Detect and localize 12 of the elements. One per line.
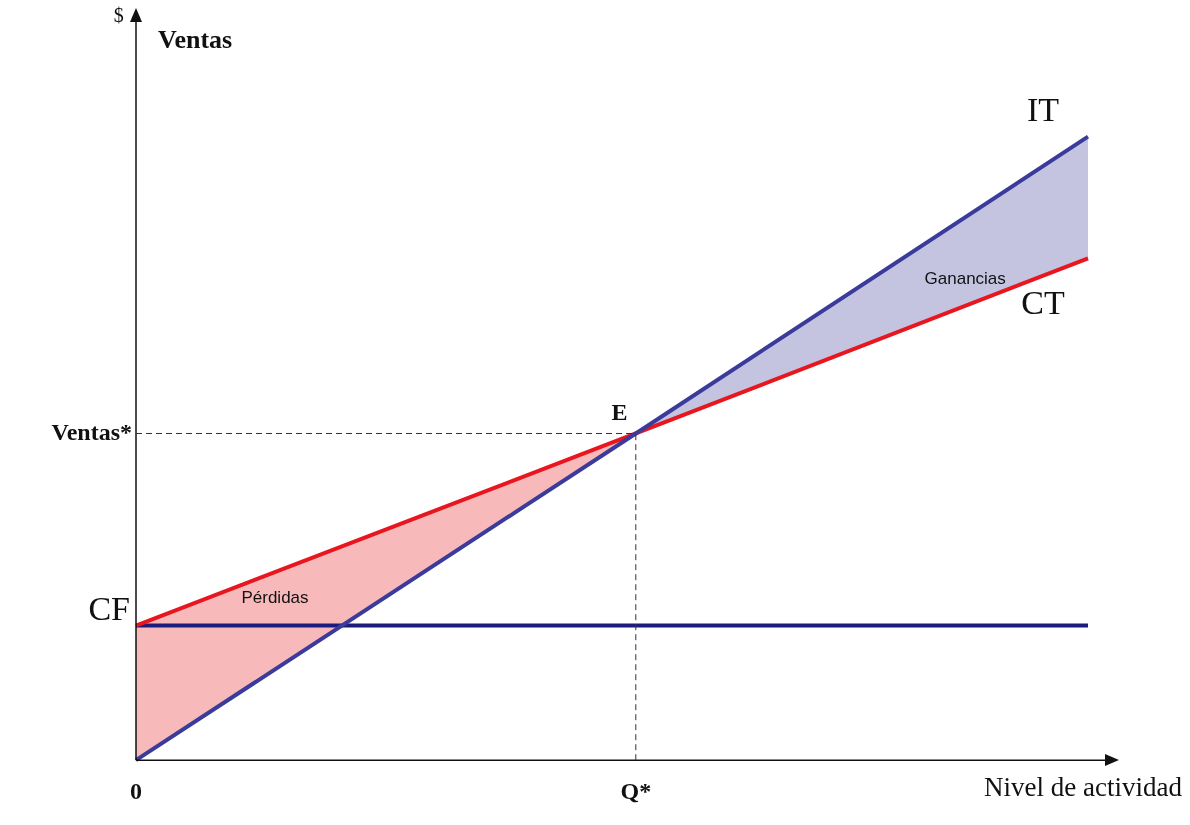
x-tick-label: Q* — [620, 777, 652, 804]
annotation: CF — [88, 590, 130, 628]
chart-title: Ventas — [158, 25, 233, 54]
annotation: Ganancias — [924, 268, 1006, 288]
annotation: Pérdidas — [241, 588, 309, 608]
annotation: E — [611, 398, 628, 425]
x-axis-title: Nivel de actividad — [984, 772, 1183, 803]
x-tick-label: 0 — [130, 777, 142, 804]
series-label: CT — [1021, 284, 1065, 322]
ref-line-label: Ventas* — [51, 418, 132, 445]
series-label: IT — [1026, 90, 1060, 128]
text: $ — [113, 3, 124, 26]
